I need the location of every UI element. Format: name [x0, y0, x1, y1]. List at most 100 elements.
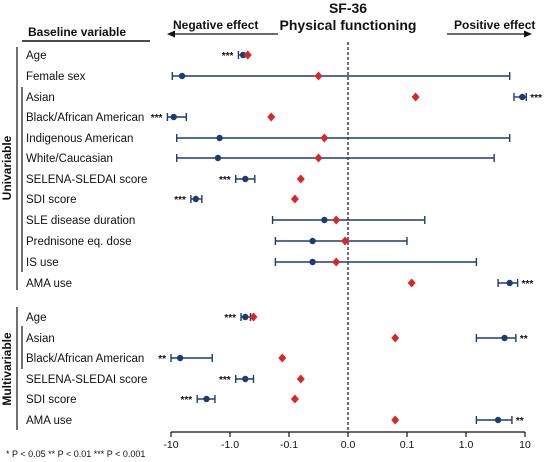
- x-tick-label: 10: [519, 439, 531, 451]
- negative-effect-label: Negative effect: [173, 18, 258, 32]
- forest-row: Female sex: [26, 71, 511, 83]
- significance-marker: ***: [219, 375, 231, 386]
- significance-marker: ***: [174, 195, 186, 206]
- multivariable-group-label: Multivariable: [0, 332, 14, 406]
- significance-marker: ***: [224, 313, 236, 324]
- reference-diamond: [391, 415, 400, 425]
- reference-diamond: [332, 215, 341, 225]
- point-estimate: [242, 375, 249, 383]
- positive-arrow-head: [524, 30, 532, 38]
- significance-marker: **: [516, 416, 524, 427]
- point-estimate: [203, 395, 210, 403]
- positive-effect-label: Positive effect: [454, 18, 535, 32]
- forest-row: SDI score ***: [26, 194, 299, 206]
- row-label: Asian: [26, 333, 55, 345]
- significance-marker: ***: [219, 175, 231, 186]
- row-label: Prednisone eq. dose: [26, 236, 132, 248]
- reference-diamond: [341, 236, 350, 246]
- reference-diamond: [296, 374, 305, 384]
- forest-row: Black/African American **: [26, 353, 287, 365]
- reference-diamond: [407, 278, 416, 288]
- forest-row: SELENA-SLEDAI score ***: [26, 174, 305, 186]
- chart-title-line2: Physical functioning: [280, 17, 417, 33]
- row-label: Indigenous American: [26, 133, 133, 145]
- point-estimate: [214, 154, 222, 162]
- negative-arrow-head: [167, 30, 175, 38]
- point-estimate: [192, 195, 199, 203]
- forest-row: IS use: [26, 257, 478, 269]
- point-estimate: [321, 216, 328, 224]
- reference-diamond: [314, 71, 323, 81]
- reference-diamond: [296, 174, 305, 184]
- reference-diamond: [249, 312, 258, 322]
- x-tick-label: -10: [163, 439, 178, 451]
- reference-diamond: [290, 194, 299, 204]
- row-label: Age: [26, 50, 46, 62]
- significance-marker: ***: [180, 395, 192, 406]
- row-label: SLE disease duration: [26, 215, 135, 227]
- row-label: Black/African American: [26, 353, 144, 365]
- significance-marker: **: [520, 334, 528, 345]
- forest-row: SDI score ***: [26, 394, 299, 406]
- point-estimate: [216, 134, 223, 142]
- point-estimate: [506, 279, 513, 287]
- significance-marker: ***: [530, 93, 542, 104]
- x-tick-label: -1.0: [221, 439, 239, 451]
- point-estimate: [494, 416, 502, 424]
- point-estimate: [170, 113, 177, 121]
- significance-marker: **: [158, 354, 166, 365]
- row-label: SDI score: [26, 194, 77, 206]
- reference-diamond: [320, 133, 329, 143]
- row-label: White/Caucasian: [26, 153, 113, 165]
- reference-diamond: [267, 112, 276, 122]
- reference-diamond: [243, 50, 252, 60]
- forest-row: Age ***: [26, 50, 252, 62]
- row-label: SELENA-SLEDAI score: [26, 374, 147, 386]
- effect-direction-arrows: [167, 30, 532, 38]
- column-header: Baseline variable: [28, 25, 126, 39]
- point-estimate: [242, 175, 249, 183]
- forest-row: Age ***: [26, 312, 258, 324]
- significance-marker: ***: [151, 113, 163, 124]
- reference-diamond: [391, 333, 400, 343]
- significance-marker: ***: [522, 279, 534, 290]
- row-label: AMA use: [26, 278, 72, 290]
- point-estimate: [309, 237, 316, 245]
- significance-marker: ***: [222, 51, 234, 62]
- forest-row: AMA use **: [26, 415, 524, 427]
- chart-title-line1: SF-36: [329, 0, 367, 16]
- row-label: Age: [26, 312, 46, 324]
- x-tick-label: 1.0: [459, 439, 474, 451]
- row-label: IS use: [26, 257, 59, 269]
- reference-diamond: [290, 394, 299, 404]
- x-tick-label: 0.0: [341, 439, 356, 451]
- row-label: SDI score: [26, 394, 77, 406]
- reference-diamond: [314, 153, 323, 163]
- x-axis: -10 -1.0 -0.1 0.0 0.1 1.0 10: [163, 431, 531, 451]
- reference-diamond: [278, 353, 287, 363]
- row-label: AMA use: [26, 415, 72, 427]
- forest-row: SLE disease duration: [26, 215, 426, 227]
- forest-row: White/Caucasian: [26, 153, 495, 165]
- row-label: Black/African American: [26, 112, 144, 124]
- point-estimate: [242, 313, 249, 321]
- reference-diamond: [411, 92, 420, 102]
- forest-row: Indigenous American: [26, 133, 511, 145]
- reference-diamond: [332, 257, 341, 267]
- footnote: * P < 0.05 ** P < 0.01 *** P < 0.001: [6, 449, 145, 459]
- x-tick-label: -0.1: [280, 439, 298, 451]
- forest-row: AMA use ***: [26, 278, 533, 290]
- row-label: Female sex: [26, 71, 86, 83]
- forest-row: Asian **: [26, 333, 528, 345]
- forest-row: Prednisone eq. dose: [26, 236, 408, 248]
- x-tick-label: 0.1: [400, 439, 415, 451]
- forest-row: SELENA-SLEDAI score ***: [26, 374, 305, 386]
- point-estimate: [309, 258, 316, 266]
- forest-row: Black/African American ***: [26, 112, 276, 124]
- point-estimate: [501, 334, 508, 342]
- univariable-group-label: Univariable: [0, 135, 14, 200]
- point-estimate: [176, 354, 184, 362]
- point-estimate: [239, 51, 247, 59]
